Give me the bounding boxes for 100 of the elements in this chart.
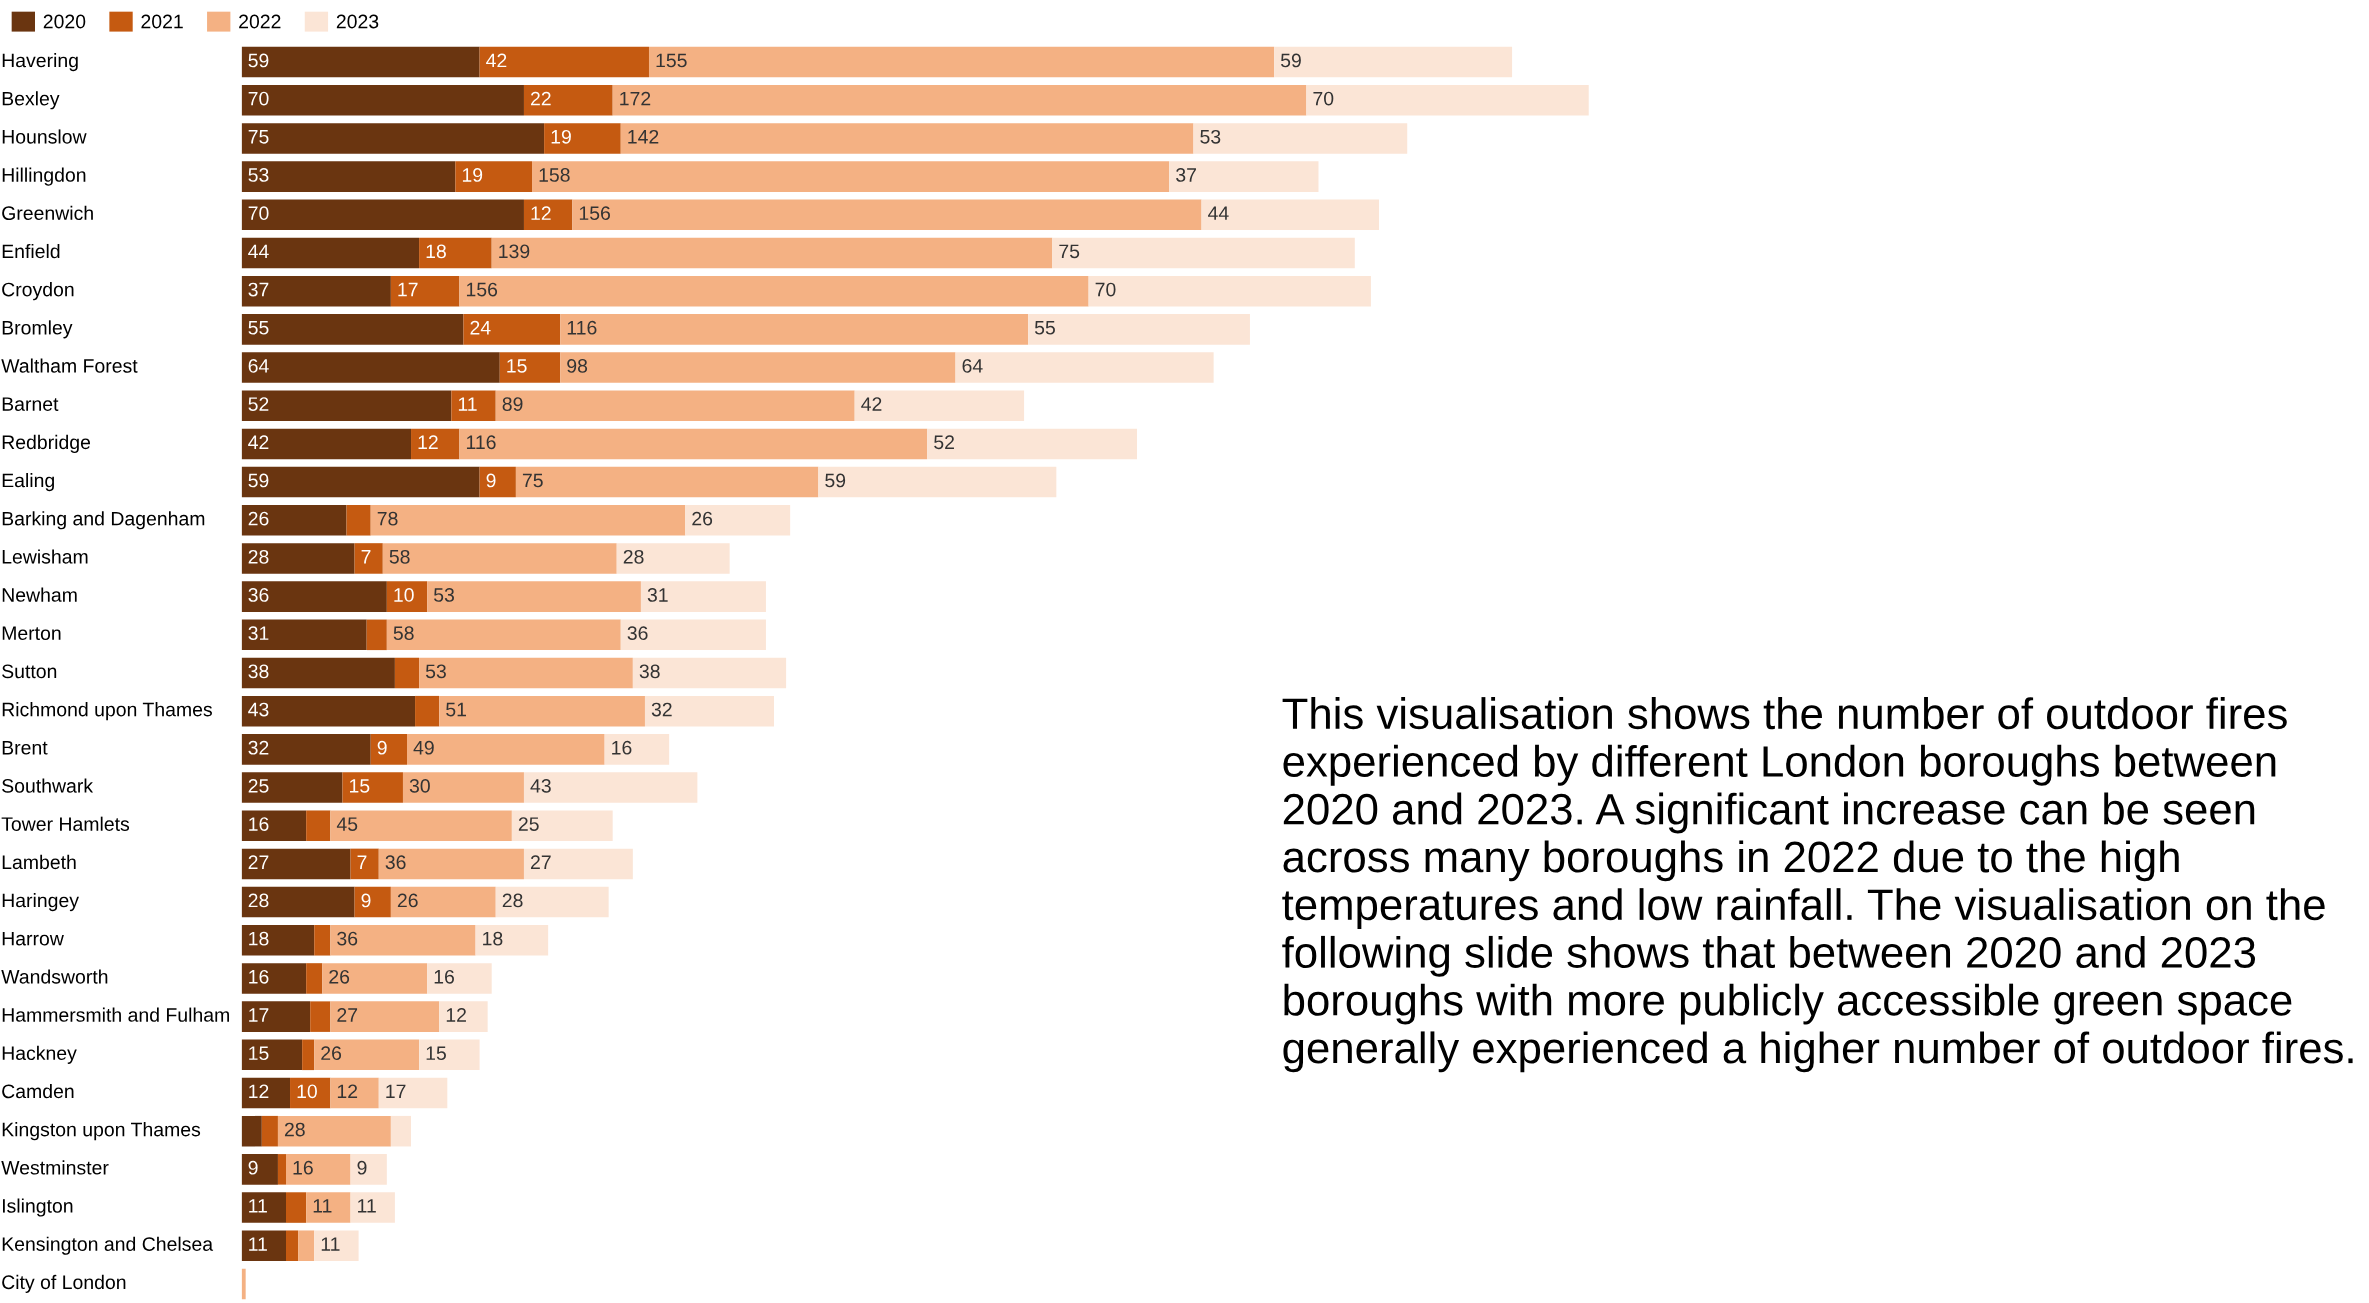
- data-label: 75: [1059, 244, 1080, 259]
- data-label: 55: [1034, 321, 1055, 335]
- data-label: 9: [361, 893, 371, 908]
- y-tick-label: Lambeth: [2, 854, 76, 870]
- bar: [1052, 237, 1355, 269]
- bar: [402, 772, 524, 803]
- data-label: 70: [248, 206, 269, 221]
- data-label: 45: [336, 817, 358, 831]
- data-label: 16: [249, 817, 269, 831]
- data-label: 16: [293, 1160, 313, 1175]
- data-label: 11: [458, 397, 477, 411]
- data-label: 52: [934, 435, 954, 450]
- bar: [927, 428, 1137, 460]
- bar: [241, 1154, 278, 1185]
- bar: [479, 46, 649, 78]
- data-label: 18: [426, 244, 446, 259]
- data-label: 55: [248, 321, 269, 335]
- data-label: 26: [397, 893, 418, 908]
- data-label: 15: [507, 359, 527, 373]
- bar: [523, 199, 573, 231]
- data-label: 59: [825, 473, 846, 488]
- bar: [310, 1001, 331, 1032]
- bar: [350, 1154, 387, 1185]
- data-label: 58: [389, 549, 410, 564]
- bar: [314, 1230, 359, 1261]
- bar: [378, 1077, 448, 1109]
- data-label: 36: [385, 855, 406, 870]
- bar: [330, 1077, 379, 1109]
- y-tick-label: Enfield: [2, 243, 60, 259]
- data-label: 53: [425, 664, 446, 679]
- data-label: 38: [639, 664, 660, 679]
- data-label: 156: [466, 282, 498, 297]
- y-tick-label: Croydon: [2, 282, 74, 301]
- data-label: 17: [386, 1084, 406, 1099]
- bar: [241, 199, 524, 231]
- y-tick-label: Merton: [2, 626, 61, 641]
- bar: [495, 390, 855, 421]
- bar: [241, 925, 315, 956]
- data-label: 172: [620, 91, 651, 106]
- data-label: 11: [321, 1237, 340, 1251]
- bar: [1306, 85, 1589, 116]
- y-tick-label: Waltham Forest: [1, 358, 138, 373]
- bar: [544, 123, 621, 154]
- bar: [411, 428, 460, 460]
- data-label: 78: [377, 511, 398, 526]
- data-label: 10: [394, 588, 414, 602]
- bar: [241, 772, 343, 803]
- data-label: 44: [248, 244, 269, 259]
- data-label: 27: [248, 855, 269, 869]
- data-label: 17: [398, 282, 418, 297]
- bar: [302, 1039, 315, 1071]
- bar: [394, 657, 420, 689]
- bar: [290, 1077, 331, 1109]
- data-label: 22: [530, 91, 551, 106]
- data-label: 139: [499, 244, 530, 259]
- data-label: 43: [248, 702, 269, 717]
- y-tick-label: Hounslow: [2, 129, 87, 144]
- data-label: 28: [623, 549, 644, 564]
- data-label: 44: [1208, 206, 1229, 220]
- data-label: 7: [357, 855, 367, 869]
- bar: [572, 199, 1202, 231]
- data-label: 26: [321, 1046, 342, 1061]
- y-tick-label: Wandsworth: [1, 969, 108, 984]
- bar: [241, 1230, 286, 1261]
- data-label: 116: [567, 320, 597, 335]
- y-tick-label: Kingston upon Thames: [2, 1122, 201, 1141]
- data-label: 53: [433, 588, 454, 602]
- data-label: 28: [284, 1122, 305, 1137]
- data-label: 36: [627, 626, 648, 641]
- data-label: 31: [248, 626, 269, 641]
- bar: [354, 886, 391, 918]
- y-tick-label: Bromley: [2, 320, 73, 339]
- data-label: 12: [418, 435, 438, 449]
- annotation: This visualisation shows the number of outdoor fires experienced by different London boroughs between 2020 and 2023. A significant increase can be seen across many boroughs in 2022 due to the high temperatures and low rainfall. The visualisation on the following slide shows that between 2020 and 2023 boroughs with more publicly accessible green space generally experienced a higher number of outdoor fires.: [1282, 697, 2353, 1073]
- bar: [241, 886, 355, 918]
- bar: [463, 314, 561, 345]
- data-label: 70: [1313, 91, 1334, 106]
- data-label: 75: [522, 473, 543, 488]
- bar: [241, 810, 307, 841]
- data-label: 116: [466, 435, 496, 450]
- y-tick-label: Newham: [2, 587, 77, 602]
- bar: [479, 466, 516, 498]
- y-tick-label: Barking and Dagenham: [2, 511, 205, 530]
- bar: [523, 848, 633, 880]
- data-label: 59: [1280, 53, 1301, 68]
- bar: [818, 466, 1057, 498]
- data-label: 12: [531, 206, 551, 220]
- data-label: 25: [518, 817, 539, 831]
- bar: [346, 505, 371, 536]
- bar: [241, 963, 307, 994]
- bar: [386, 619, 621, 651]
- bar: [1201, 199, 1379, 231]
- bar: [241, 161, 456, 192]
- data-label: 98: [567, 359, 588, 373]
- bar: [1193, 123, 1408, 154]
- bar: [390, 886, 496, 918]
- data-label: 19: [551, 129, 571, 144]
- bar: [515, 466, 819, 498]
- bar: [298, 1230, 315, 1261]
- data-label: 64: [248, 359, 269, 373]
